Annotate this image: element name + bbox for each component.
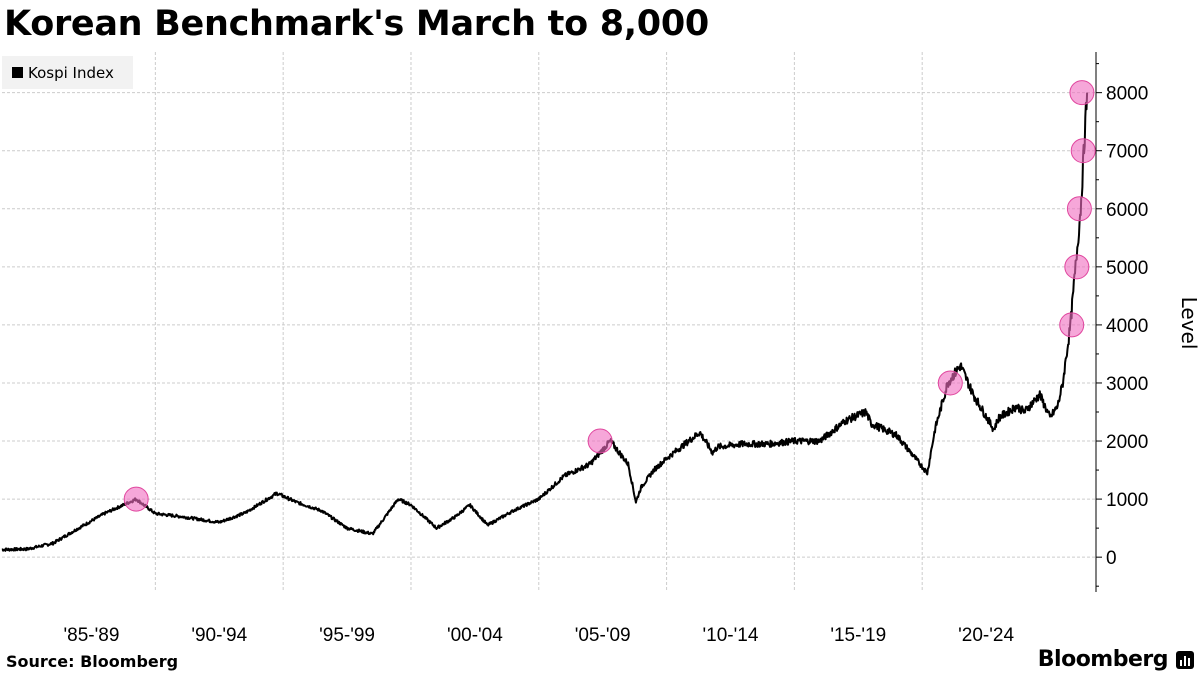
grid-layer — [2, 52, 1096, 592]
y-tick-label: 6000 — [1106, 200, 1148, 221]
x-tick-label: '90-'94 — [191, 625, 247, 646]
x-tick-label: '05-'09 — [575, 625, 631, 646]
y-axis-label: Level — [1177, 297, 1200, 350]
milestone-marker — [937, 370, 963, 396]
y-tick-label: 5000 — [1106, 258, 1148, 279]
y-axis: 0 1000 2000 3000 4000 5000 6000 7000 8000 — [1095, 52, 1148, 592]
x-axis: '85-'89 '90-'94 '95-'99 '00-'04 '05-'09 '10-'… — [64, 625, 1015, 646]
highlight-markers — [123, 80, 1096, 512]
source-note: Source: Bloomberg — [6, 652, 179, 671]
y-tick-label: 4000 — [1106, 316, 1148, 337]
y-tick-label: 8000 — [1106, 84, 1148, 105]
y-tick-label: 2000 — [1106, 432, 1148, 453]
y-tick-label: 0 — [1106, 548, 1117, 569]
x-tick-label: '20-'24 — [958, 625, 1014, 646]
brand-logo: Bloomberg — [1037, 647, 1169, 672]
milestone-marker — [587, 428, 613, 454]
legend-label: Kospi Index — [28, 63, 114, 82]
chart-title: Korean Benchmark's March to 8,000 — [4, 4, 709, 44]
x-tick-label: '85-'89 — [64, 625, 120, 646]
milestone-marker — [1069, 80, 1095, 106]
milestone-marker — [1064, 254, 1090, 280]
legend-swatch — [12, 67, 23, 78]
bloomberg-icon — [1176, 651, 1194, 669]
x-tick-label: '15-'19 — [830, 625, 886, 646]
y-tick-label: 7000 — [1106, 142, 1148, 163]
x-tick-label: '10-'14 — [703, 625, 759, 646]
series-line-layer — [1, 92, 1089, 552]
series-line-kospi — [1, 92, 1089, 552]
milestone-marker — [1059, 312, 1085, 338]
x-tick-label: '95-'99 — [319, 625, 375, 646]
y-tick-label: 1000 — [1106, 490, 1148, 511]
milestone-marker — [1066, 196, 1092, 222]
legend: Kospi Index — [2, 56, 133, 89]
milestone-marker — [1070, 138, 1096, 164]
x-tick-label: '00-'04 — [447, 625, 503, 646]
milestone-marker — [123, 486, 149, 512]
y-tick-label: 3000 — [1106, 374, 1148, 395]
